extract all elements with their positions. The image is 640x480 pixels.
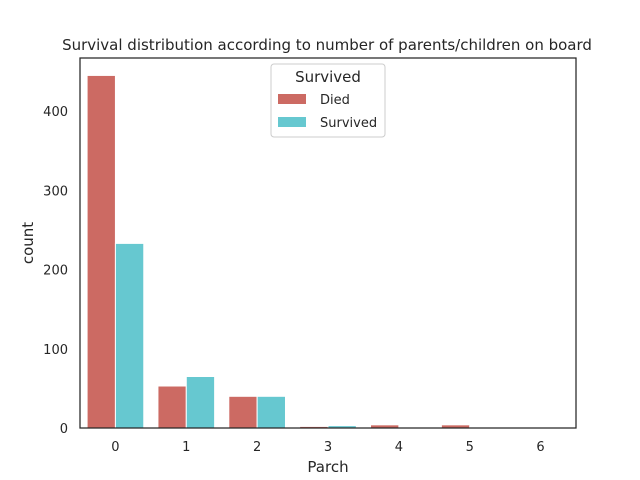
bar-survived-0 bbox=[114, 242, 145, 429]
bar-survived-2 bbox=[256, 395, 286, 429]
x-tick-label-5: 5 bbox=[466, 440, 474, 455]
x-axis-label: Parch bbox=[307, 458, 348, 476]
legend-label-died: Died bbox=[320, 93, 350, 108]
y-tick-label-0: 0 bbox=[60, 422, 68, 437]
x-tick-label-2: 2 bbox=[253, 440, 261, 455]
plot-frame bbox=[79, 57, 577, 429]
bar-died-0 bbox=[86, 74, 116, 429]
x-tick-label-6: 6 bbox=[536, 440, 544, 455]
chart-title: Survival distribution according to numbe… bbox=[62, 36, 592, 54]
legend-swatch-survived bbox=[278, 117, 306, 127]
y-axis-label: count bbox=[19, 222, 37, 264]
legend-swatch-died bbox=[278, 94, 306, 104]
bar-survived-1 bbox=[185, 376, 216, 429]
x-ticks: 0 1 2 3 4 5 6 bbox=[111, 440, 544, 455]
y-ticks: 0 100 200 300 400 bbox=[43, 105, 68, 437]
x-tick-label-4: 4 bbox=[395, 440, 403, 455]
x-tick-label-3: 3 bbox=[324, 440, 332, 455]
bar-died-2 bbox=[228, 395, 258, 429]
bar-died-1 bbox=[157, 385, 187, 429]
legend-label-survived: Survived bbox=[320, 116, 377, 131]
y-tick-label-200: 200 bbox=[43, 264, 68, 279]
x-tick-label-1: 1 bbox=[182, 440, 190, 455]
x-tick-label-0: 0 bbox=[111, 440, 119, 455]
legend-title: Survived bbox=[295, 68, 361, 86]
bars-group bbox=[86, 74, 542, 429]
y-tick-label-100: 100 bbox=[43, 343, 68, 358]
y-tick-label-400: 400 bbox=[43, 105, 68, 120]
legend: Survived Died Survived bbox=[270, 63, 386, 138]
y-tick-label-300: 300 bbox=[43, 184, 68, 199]
